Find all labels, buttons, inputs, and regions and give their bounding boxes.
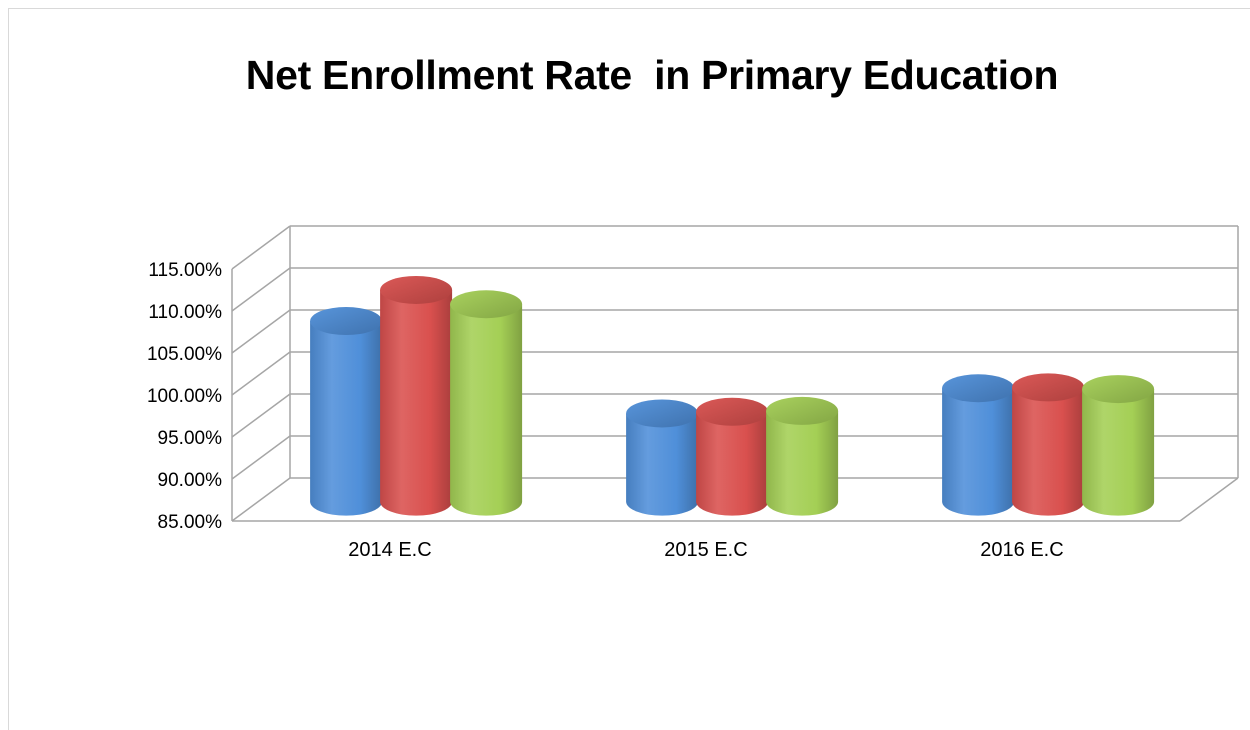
bar [942, 374, 1015, 516]
x-category-label: 2016 E.C [980, 539, 1063, 561]
x-axis-categories: 2014 E.C 2015 E.C 2016 E.C [348, 539, 1063, 561]
bar-body [310, 321, 383, 516]
gridline-side [231, 351, 291, 396]
bar [310, 307, 383, 516]
y-tick-label: 90.00% [158, 470, 223, 491]
bar [766, 396, 839, 516]
y-tick-label: 95.00% [158, 428, 223, 449]
bar-top [1012, 373, 1085, 402]
y-tick-label: 105.00% [147, 344, 222, 365]
bar-top [450, 290, 523, 319]
bar-body [1082, 389, 1155, 516]
gridline-side [231, 309, 291, 354]
bar [380, 275, 453, 516]
bar-body [766, 410, 839, 516]
bar [696, 397, 769, 516]
bar-top [942, 374, 1015, 403]
bar [1082, 375, 1155, 516]
chart-title: Net Enrollment Rate in Primary Education [245, 52, 1059, 98]
bar-body [942, 388, 1015, 516]
gridline-side [231, 225, 291, 270]
gridline-side [231, 435, 291, 480]
gridline-side [231, 267, 291, 312]
floor-right-edge [1179, 477, 1239, 522]
gridline-side [231, 393, 291, 438]
bar-top [766, 396, 839, 425]
y-tick-label: 85.00% [158, 512, 223, 533]
y-axis-ticks: 85.00% 90.00% 95.00% 100.00% 105.00% 110.00% 1… [147, 260, 222, 533]
bar-body [696, 411, 769, 516]
bar-body [1012, 387, 1085, 516]
chart-frame [8, 8, 1250, 730]
bar-top [380, 275, 453, 304]
bar [450, 290, 523, 516]
x-category-label: 2015 E.C [664, 539, 747, 561]
gridline-side [231, 477, 291, 522]
bar-body [450, 304, 523, 516]
bar-top [696, 397, 769, 426]
bar-body [626, 413, 699, 516]
bar-top [310, 307, 383, 336]
bars [310, 275, 1155, 516]
bar [626, 399, 699, 516]
bar [1012, 373, 1085, 516]
x-category-label: 2014 E.C [348, 539, 431, 561]
y-tick-label: 110.00% [148, 302, 222, 323]
y-tick-label: 100.00% [147, 386, 222, 407]
bar-top [626, 399, 699, 428]
bar-top [1082, 375, 1155, 404]
y-tick-label: 115.00% [148, 260, 222, 281]
bar-body [380, 289, 453, 516]
